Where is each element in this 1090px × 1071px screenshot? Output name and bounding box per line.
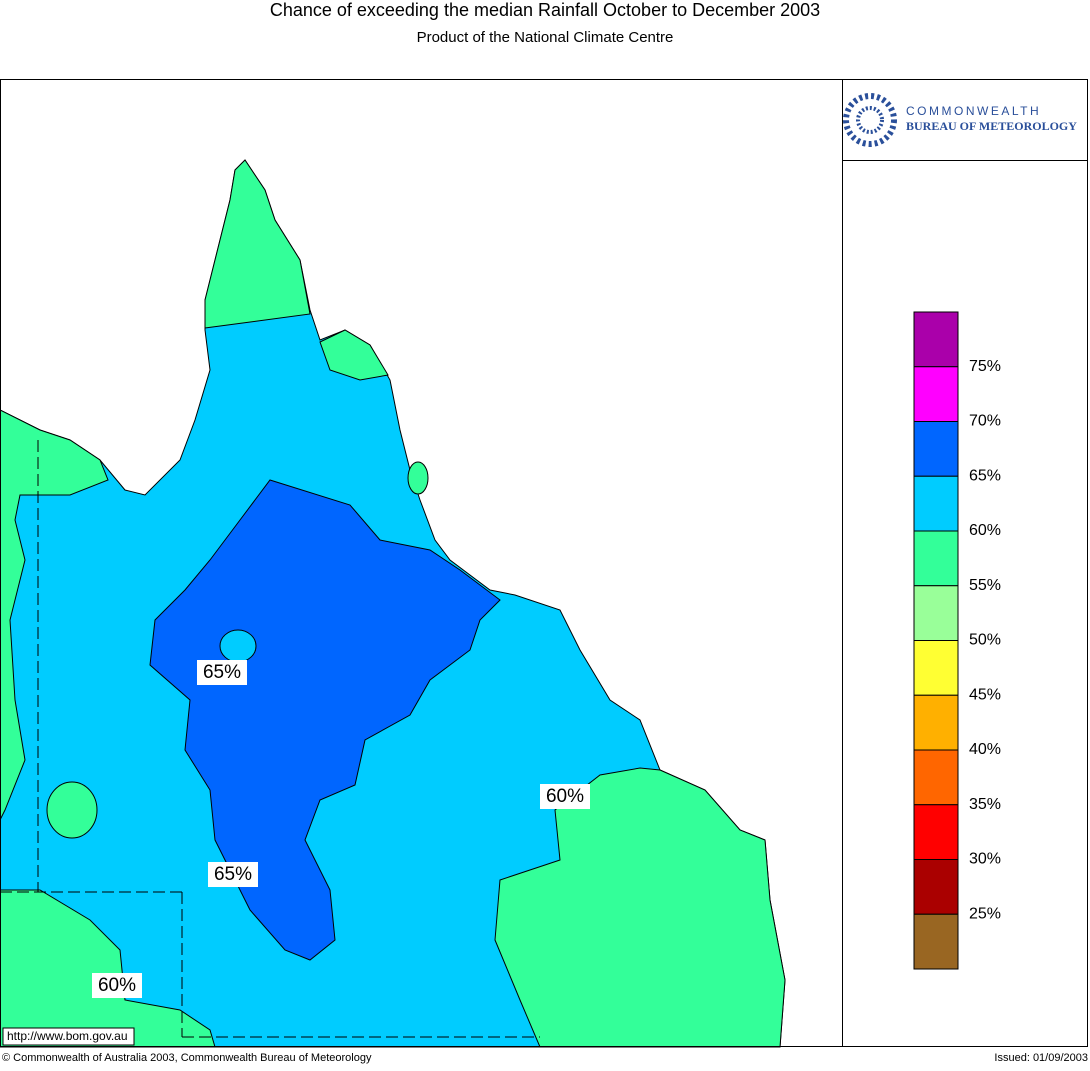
legend-label: 45% [969, 686, 1001, 703]
legend-label: 35% [969, 796, 1001, 813]
logo-line2: BUREAU OF METEOROLOGY [906, 119, 1077, 133]
label-box [208, 862, 258, 887]
legend-swatch [913, 475, 959, 532]
url-box [2, 1027, 135, 1046]
region-55-60 [494, 767, 786, 1048]
legend-label: 30% [969, 851, 1001, 868]
contour-label: 60% [98, 975, 136, 996]
contour-label: 65% [203, 662, 241, 683]
region-55-60 [204, 159, 311, 329]
legend-label: 75% [969, 358, 1001, 375]
issued: Issued: 01/09/2003 [994, 1052, 1088, 1064]
logo-line1: COMMONWEALTH [906, 104, 1041, 118]
logo-emblem [856, 106, 884, 134]
region-55-60 [0, 409, 109, 821]
legend-swatch [913, 640, 959, 696]
frame [0, 79, 1088, 1047]
legend-swatch [913, 421, 959, 477]
region-55-60 [407, 461, 429, 495]
state-borders [0, 440, 540, 1038]
legend-swatch [913, 804, 959, 860]
logo-emblem [843, 93, 897, 147]
title: Chance of exceeding the median Rainfall … [270, 0, 820, 20]
legend-swatch [913, 694, 959, 751]
legend: 75% 70% 65% 60% 55% 50% 45% 40% 35% 30% 25% [913, 311, 1001, 970]
subtitle: Product of the National Climate Centre [417, 29, 674, 46]
legend-label: 50% [969, 632, 1001, 649]
contour-label: 60% [546, 786, 584, 807]
region-60-65 [219, 629, 257, 663]
legend-swatch [913, 585, 959, 641]
legend-label: 70% [969, 413, 1001, 430]
legend-swatch [913, 749, 959, 806]
legend-label: 60% [969, 522, 1001, 539]
legend-swatch [913, 366, 959, 422]
legend-label: 25% [969, 905, 1001, 922]
legend-swatch [913, 530, 959, 587]
label-box [540, 784, 590, 809]
contour-label: 65% [214, 864, 252, 885]
url: http://www.bom.gov.au [7, 1029, 128, 1043]
legend-swatch [913, 913, 959, 970]
label-box [197, 660, 247, 685]
region-55-60 [46, 781, 98, 839]
map: 65% 65% 60% 60% http://www.bom.gov.au [0, 159, 786, 1048]
legend-swatch [913, 859, 959, 915]
label-box [92, 973, 142, 998]
legend-label: 65% [969, 467, 1001, 484]
legend-label: 40% [969, 741, 1001, 758]
legend-swatch [913, 311, 959, 368]
copyright: © Commonwealth of Australia 2003, Common… [2, 1052, 372, 1064]
region-55-60 [319, 329, 389, 381]
logo: COMMONWEALTH BUREAU OF METEOROLOGY [843, 93, 1077, 147]
region-65-70 [149, 479, 501, 961]
legend-label: 55% [969, 577, 1001, 594]
